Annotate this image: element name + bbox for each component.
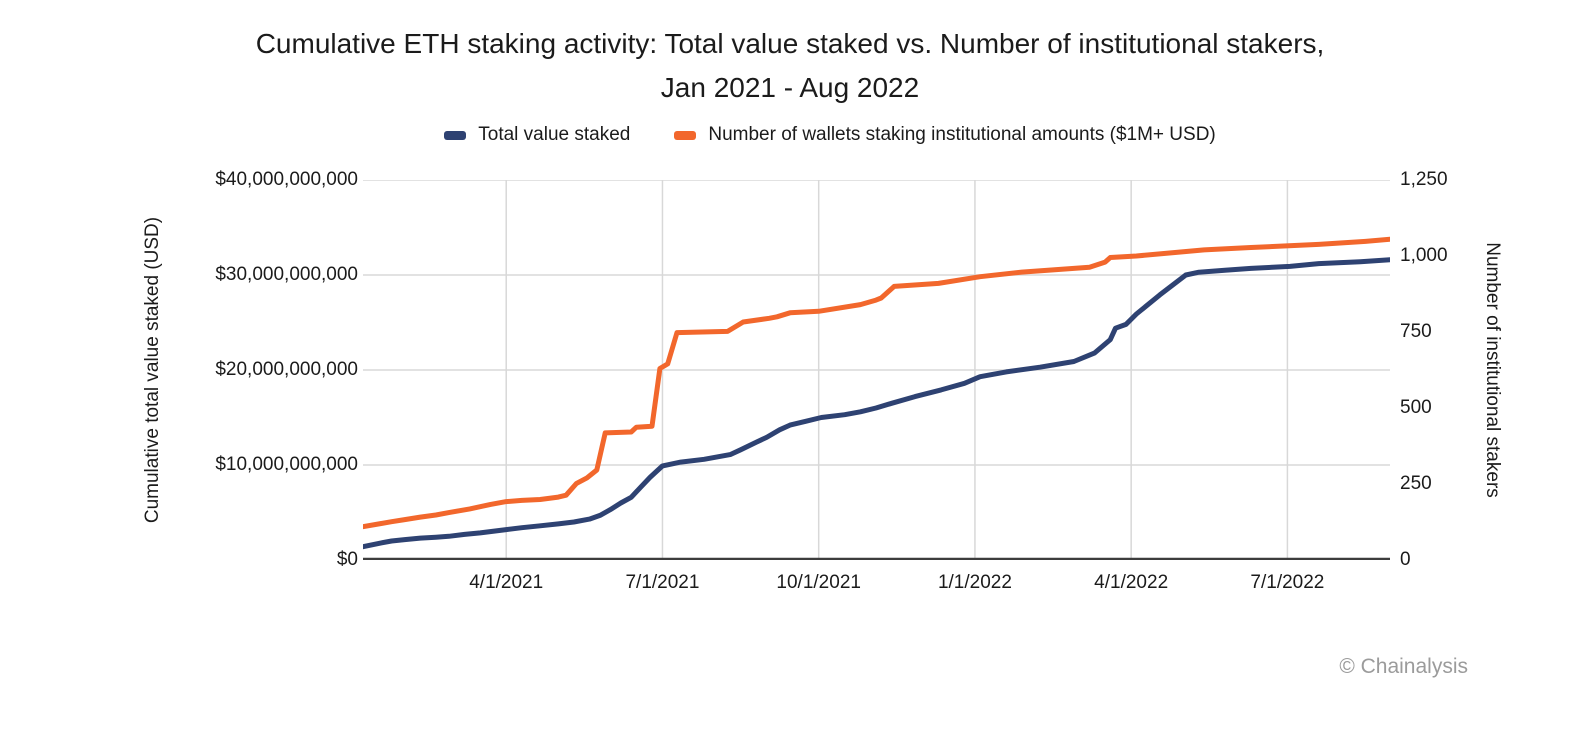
plot-area <box>360 179 1393 565</box>
legend-label: Number of wallets staking institutional … <box>708 124 1216 145</box>
x-axis-tick-label: 4/1/2022 <box>1094 572 1169 593</box>
x-axis-tick-label: 7/1/2021 <box>625 572 700 593</box>
x-axis-tick-label: 10/1/2021 <box>776 572 861 593</box>
legend: Total value staked Number of wallets sta… <box>80 124 1580 146</box>
left-axis-tick-label: $20,000,000,000 <box>215 359 358 380</box>
right-axis-tick-label: 1,000 <box>1400 245 1448 266</box>
legend-label: Total value staked <box>478 124 631 145</box>
institutional-wallets-line <box>360 236 1393 530</box>
chainalysis-watermark: © Chainalysis <box>1339 655 1468 678</box>
right-axis-tick-label: 750 <box>1400 321 1432 342</box>
right-axis-title: Number of institutional stakers <box>1482 242 1503 498</box>
left-axis-tick-label: $40,000,000,000 <box>215 169 358 190</box>
legend-item-total-value-staked: Total value staked <box>444 124 630 146</box>
total-value-staked-line <box>360 257 1393 550</box>
chart-title-line-1: Cumulative ETH staking activity: Total v… <box>255 28 1325 59</box>
institutional-wallets-swatch <box>674 130 697 140</box>
right-axis-tick-label: 0 <box>1400 549 1411 570</box>
left-axis-tick-label: $30,000,000,000 <box>215 264 358 285</box>
chart-canvas <box>360 179 1393 565</box>
x-axis-tick-label: 1/1/2022 <box>937 572 1012 593</box>
legend-item-institutional-wallets: Number of wallets staking institutional … <box>674 124 1216 146</box>
chart-title-line-2: Jan 2021 - Aug 2022 <box>660 72 920 103</box>
x-axis-tick-label: 7/1/2022 <box>1250 572 1325 593</box>
left-axis-tick-label: $0 <box>336 549 358 570</box>
right-axis-tick-label: 500 <box>1400 397 1432 418</box>
left-axis-tick-label: $10,000,000,000 <box>215 454 358 475</box>
left-axis-title: Cumulative total value staked (USD) <box>142 216 163 524</box>
chart-title: Cumulative ETH staking activity: Total v… <box>0 22 1580 110</box>
total-value-staked-swatch <box>444 130 467 140</box>
right-axis-tick-label: 1,250 <box>1400 169 1448 190</box>
x-axis-tick-label: 4/1/2021 <box>469 572 544 593</box>
right-axis-tick-label: 250 <box>1400 473 1432 494</box>
